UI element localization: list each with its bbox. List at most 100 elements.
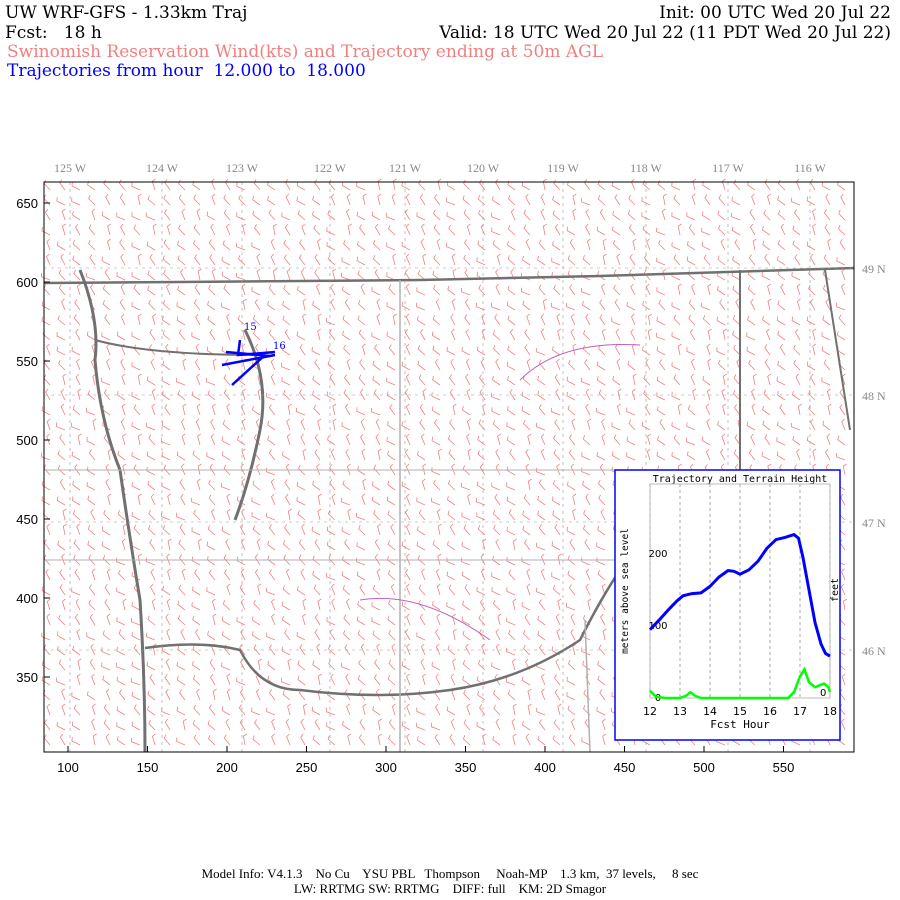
wind-barb xyxy=(645,283,651,296)
wind-barb xyxy=(566,376,576,386)
wind-barb xyxy=(491,212,501,221)
wind-barb xyxy=(433,254,441,266)
wind-barb xyxy=(431,392,441,401)
wind-barb xyxy=(377,718,383,731)
wind-barb xyxy=(477,690,486,701)
wind-barb xyxy=(687,270,696,281)
wind-barb xyxy=(146,376,156,386)
wind-barb xyxy=(572,508,577,521)
wind-barb xyxy=(193,509,201,521)
wind-barb xyxy=(690,373,696,386)
wind-barb xyxy=(241,418,246,431)
wind-barb xyxy=(73,539,81,551)
wind-barb xyxy=(656,287,666,296)
wind-barb xyxy=(343,239,351,251)
wind-barb xyxy=(552,510,561,521)
wind-barb xyxy=(268,209,276,221)
wind-barb xyxy=(437,448,442,461)
wind-barb xyxy=(74,613,81,626)
wind-barb xyxy=(556,313,561,326)
wind-barb xyxy=(615,328,621,341)
wind-barb xyxy=(241,538,246,551)
wind-barb xyxy=(572,343,577,356)
wind-barb xyxy=(732,255,741,266)
wind-barb xyxy=(526,568,531,581)
wind-barb xyxy=(506,361,516,371)
wind-barb xyxy=(281,377,291,386)
wind-barb xyxy=(461,571,471,581)
wind-barb xyxy=(479,704,486,716)
wind-barb xyxy=(418,509,426,521)
wind-barb xyxy=(612,210,621,221)
wind-barb xyxy=(777,300,786,311)
wind-barb xyxy=(254,298,261,311)
wind-barb xyxy=(71,422,81,431)
wind-barb xyxy=(780,283,786,296)
wind-barb xyxy=(656,316,666,326)
map-frame xyxy=(43,181,855,753)
wind-barb xyxy=(223,209,231,221)
wind-barb xyxy=(166,598,171,611)
wind-barb xyxy=(677,403,682,416)
wind-barb xyxy=(222,600,231,611)
wind-barb xyxy=(75,223,81,236)
wind-barb xyxy=(167,493,172,506)
reservation-boundary xyxy=(359,597,491,641)
wind-barb xyxy=(176,377,186,386)
wind-barb xyxy=(461,287,471,296)
wind-barb xyxy=(207,315,216,326)
wind-barb xyxy=(507,225,516,236)
wind-barb xyxy=(776,451,786,461)
wind-barb xyxy=(491,572,501,581)
wind-barb xyxy=(119,689,126,701)
wind-barb xyxy=(72,240,81,251)
wind-barb xyxy=(643,269,651,281)
wind-barb xyxy=(76,628,81,641)
wind-barb xyxy=(392,178,397,191)
x-tick-label: 300 xyxy=(375,760,397,775)
wind-barb xyxy=(642,225,651,236)
wind-barb xyxy=(212,613,217,626)
wind-barb xyxy=(732,390,741,401)
wind-barb xyxy=(476,257,486,266)
wind-barb xyxy=(611,317,621,326)
wind-barb xyxy=(133,524,141,536)
wind-barb xyxy=(705,448,711,461)
wind-barb xyxy=(103,704,111,716)
wind-barb xyxy=(240,403,246,416)
wind-barb xyxy=(554,674,561,686)
wind-barb xyxy=(282,616,291,626)
wind-barb xyxy=(762,226,771,236)
wind-barb xyxy=(836,302,846,311)
wind-barb xyxy=(552,210,561,221)
inset-y-tick-label: 100 xyxy=(648,621,667,632)
wind-barb xyxy=(721,388,726,401)
wind-barb xyxy=(435,673,441,686)
wind-barb xyxy=(537,630,546,641)
wind-barb xyxy=(691,283,696,296)
wind-barb xyxy=(386,361,396,371)
wind-barb xyxy=(345,598,351,611)
wind-barb xyxy=(748,359,756,371)
wind-barb xyxy=(677,223,682,236)
wind-barb xyxy=(105,193,111,206)
wind-barb xyxy=(566,602,576,611)
wind-barb xyxy=(387,510,396,521)
wind-barb xyxy=(374,223,381,236)
wind-barb xyxy=(448,584,456,596)
wind-barb xyxy=(101,377,111,386)
wind-barb xyxy=(358,299,366,311)
wind-barb xyxy=(449,734,456,746)
wind-barb xyxy=(841,418,846,431)
wind-barb xyxy=(420,643,426,656)
wind-barb xyxy=(447,510,456,521)
wind-barb xyxy=(600,613,606,626)
wind-barb xyxy=(567,255,576,266)
wind-barb xyxy=(491,196,501,206)
wind-barb xyxy=(92,418,97,431)
wind-barb xyxy=(86,331,96,341)
wind-barb xyxy=(356,211,366,221)
wind-barb xyxy=(314,269,321,281)
wind-barb xyxy=(641,421,651,431)
wind-barb xyxy=(105,478,111,491)
